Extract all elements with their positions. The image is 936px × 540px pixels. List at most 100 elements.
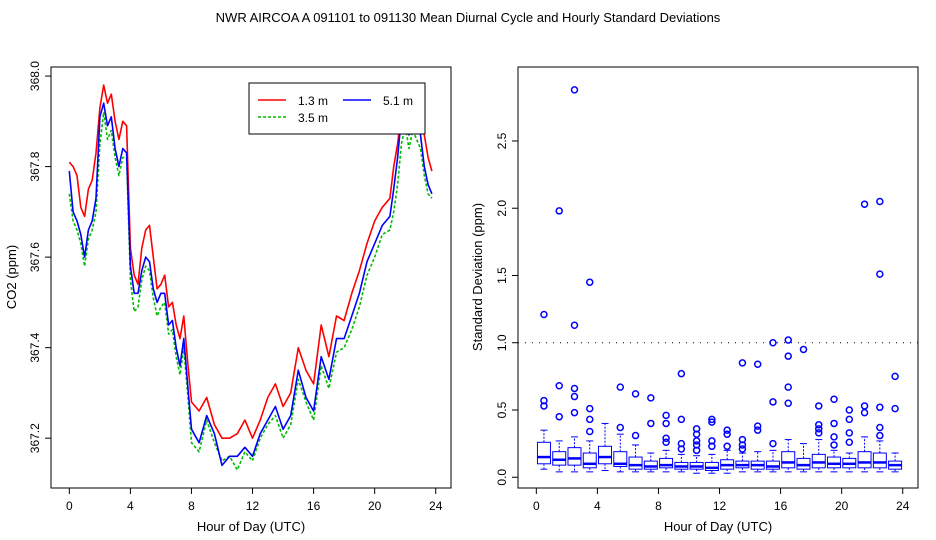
boxplot	[796, 345, 811, 473]
y-tick-label: 367.6	[28, 242, 42, 272]
x-tick-label: 20	[835, 499, 849, 513]
left-plot-frame	[50, 66, 452, 489]
boxplot	[689, 425, 704, 474]
outlier-point	[891, 404, 899, 413]
box-iqr	[536, 441, 551, 465]
outlier-point	[830, 441, 838, 449]
outlier-point	[631, 431, 640, 440]
outlier-point	[830, 419, 838, 428]
y-tick-label: 0.5	[495, 401, 509, 418]
outlier-point	[662, 434, 670, 442]
outlier-point	[753, 426, 762, 434]
box-iqr	[582, 452, 597, 469]
boxplot	[536, 310, 551, 470]
boxplot	[750, 360, 765, 473]
outlier-point	[784, 336, 792, 344]
right-x-axis-label: Hour of Day (UTC)	[664, 519, 772, 534]
outlier-point	[662, 411, 670, 420]
outlier-point	[570, 408, 579, 417]
y-tick-label: 1.0	[495, 334, 509, 351]
outlier-point	[616, 383, 625, 391]
y-tick-label: 367.4	[28, 332, 42, 362]
outlier-point	[876, 197, 884, 206]
boxplot	[857, 200, 872, 473]
outlier-point	[586, 415, 594, 424]
y-tick-label: 0.0	[495, 469, 509, 486]
x-tick-label: 4	[594, 499, 601, 513]
y-tick-label: 367.2	[28, 423, 42, 453]
right-y-axis-label: Standard Deviation (ppm)	[470, 203, 485, 351]
y-tick-label: 1.5	[495, 267, 509, 284]
y-tick-label: 367.8	[28, 151, 42, 181]
outlier-point	[723, 430, 731, 438]
right-panel: 0 4 8 12 16 20 24 0.0 0.5 1.0 1.5 2.0 2.5 Hour of D…	[470, 66, 919, 534]
outlier-point	[784, 383, 792, 391]
box-iqr	[857, 451, 872, 469]
outlier-point	[845, 438, 854, 447]
x-tick-label: 12	[713, 499, 727, 513]
legend-label-1-3m: 1.3 m	[298, 94, 328, 108]
outlier-point	[784, 399, 792, 408]
x-tick-label: 16	[307, 499, 321, 513]
outlier-point	[662, 419, 670, 428]
box-iqr	[643, 460, 658, 470]
outlier-point	[555, 382, 563, 390]
x-tick-label: 0	[66, 499, 73, 513]
box-iqr	[552, 451, 567, 466]
left-y-axis-label: CO2 (ppm)	[4, 245, 19, 309]
outlier-point	[708, 418, 716, 426]
outlier-point	[738, 359, 747, 367]
outlier-point	[860, 402, 869, 410]
boxplot	[765, 338, 780, 473]
box-iqr	[659, 457, 674, 469]
outlier-point	[692, 446, 701, 455]
outlier-point	[860, 200, 869, 208]
outlier-point	[723, 442, 731, 451]
outlier-point	[891, 372, 899, 381]
outlier-point	[677, 369, 686, 378]
outlier-point	[708, 415, 716, 424]
right-plot-frame	[517, 66, 919, 489]
outlier-point	[586, 427, 594, 436]
x-tick-label: 12	[246, 499, 260, 513]
box-iqr	[811, 453, 826, 469]
x-tick-label: 4	[127, 499, 134, 513]
outlier-point	[647, 419, 655, 428]
boxplot	[811, 402, 826, 473]
outlier-point	[570, 392, 579, 401]
boxplot	[781, 336, 796, 473]
outlier-point	[662, 438, 670, 447]
legend: 1.3 m 3.5 m 5.1 m	[248, 82, 426, 135]
box-iqr	[827, 456, 842, 469]
outlier-point	[815, 425, 823, 433]
outlier-point	[769, 338, 777, 347]
outlier-point	[723, 426, 731, 434]
box-iqr	[628, 456, 643, 470]
outlier-point	[753, 422, 762, 430]
left-x-axis-label: Hour of Day (UTC)	[197, 519, 305, 534]
boxplot	[643, 394, 658, 473]
legend-label-5-1m: 5.1 m	[383, 94, 413, 108]
left-y-axis: 367.2 367.4 367.6 367.8 368.0	[28, 61, 51, 453]
outlier-point	[860, 408, 869, 417]
box-iqr	[781, 451, 796, 469]
left-panel: 0 4 8 12 16 20 24 367.2 367.4 367.6 367.8 368.0 Ho…	[4, 61, 452, 534]
outlier-point	[555, 207, 563, 215]
outlier-point	[815, 421, 823, 429]
outlier-point	[631, 390, 640, 398]
outlier-point	[708, 442, 716, 451]
outlier-point	[738, 445, 747, 453]
x-tick-label: 8	[655, 499, 662, 513]
right-x-axis: 0 4 8 12 16 20 24	[533, 488, 910, 513]
outlier-point	[830, 395, 838, 403]
outlier-point	[845, 429, 854, 437]
left-series-lines	[68, 84, 433, 471]
outlier-point	[570, 384, 579, 393]
outlier-point	[830, 433, 838, 441]
outlier-point	[555, 412, 563, 421]
x-tick-label: 24	[896, 499, 910, 513]
x-tick-label: 16	[774, 499, 788, 513]
outlier-point	[647, 394, 655, 402]
outlier-point	[540, 310, 548, 319]
